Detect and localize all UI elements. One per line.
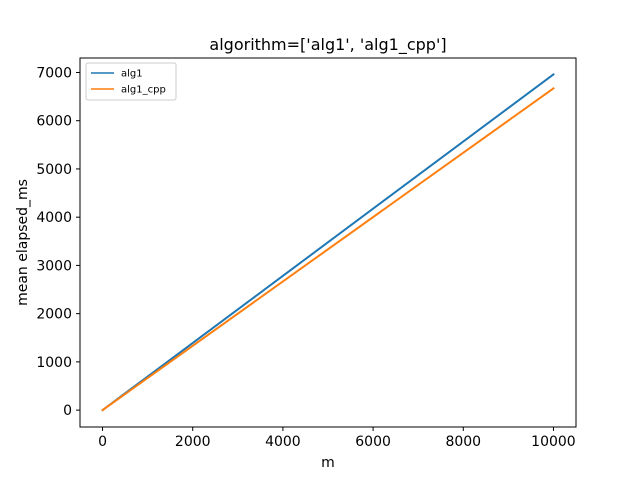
x-tick-label: 10000 bbox=[531, 434, 576, 450]
y-tick-label: 7000 bbox=[36, 65, 72, 81]
series-line-alg1-cpp bbox=[101, 86, 555, 412]
y-tick-label: 0 bbox=[63, 403, 72, 419]
x-tick-label: 4000 bbox=[265, 434, 301, 450]
y-axis-label: mean elapsed_ms bbox=[15, 179, 31, 306]
y-tick-label: 5000 bbox=[36, 162, 72, 178]
y-tick-label: 3000 bbox=[36, 258, 72, 274]
series-line-alg1 bbox=[101, 73, 555, 412]
legend-label-alg1: alg1 bbox=[121, 69, 143, 80]
x-tick-label: 0 bbox=[98, 434, 107, 450]
y-tick-label: 6000 bbox=[36, 114, 72, 130]
x-axis-ticks: 0 2000 4000 6000 8000 10000 bbox=[98, 427, 576, 450]
x-axis-label: m bbox=[321, 455, 335, 471]
y-tick-label: 4000 bbox=[36, 210, 72, 226]
y-tick-label: 1000 bbox=[36, 355, 72, 371]
legend-label-alg1-cpp: alg1_cpp bbox=[121, 85, 166, 96]
x-tick-label: 2000 bbox=[175, 434, 211, 450]
legend: alg1 alg1_cpp bbox=[85, 62, 177, 101]
x-tick-label: 8000 bbox=[445, 434, 481, 450]
y-axis-ticks: 0 1000 2000 3000 4000 5000 6000 7000 bbox=[36, 65, 80, 419]
chart-title: algorithm=['alg1', 'alg1_cpp'] bbox=[209, 35, 446, 55]
series-layer bbox=[101, 73, 555, 412]
plot-frame bbox=[79, 57, 577, 428]
y-tick-label: 2000 bbox=[36, 307, 72, 323]
x-tick-label: 6000 bbox=[355, 434, 391, 450]
